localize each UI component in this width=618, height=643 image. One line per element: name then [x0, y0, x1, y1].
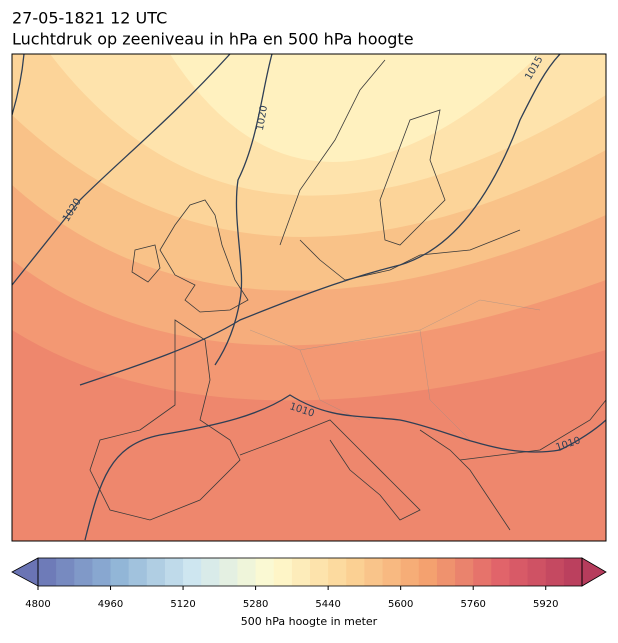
coastline: [279, 59, 446, 246]
colorbar-segment: [146, 558, 166, 586]
colorbar-segment: [328, 558, 347, 586]
title-date: 27-05-1821 12 UTC: [12, 9, 167, 28]
colorbar-segment: [128, 558, 148, 586]
colorbar-segment: [473, 558, 492, 586]
colorbar-segment: [310, 558, 329, 586]
colorbar-segment: [219, 558, 238, 586]
colorbar-segment: [436, 558, 456, 586]
colorbar: 4800 4960 5120 5280 5440 5600 5760 5920: [11, 557, 607, 610]
isobar: [214, 54, 273, 366]
colorbar-tick-label: 5440: [315, 599, 340, 610]
colorbar-extend-low: [11, 557, 39, 587]
isobar: [12, 54, 25, 116]
country-border: [249, 299, 541, 441]
colorbar-segment: [183, 558, 202, 586]
title-description: Luchtdruk op zeeniveau in hPa en 500 hPa…: [12, 30, 414, 49]
colorbar-tick-label: 5760: [460, 599, 485, 610]
height-band: [170, 54, 540, 162]
coastline: [299, 229, 521, 281]
colorbar-segment: [400, 558, 420, 586]
colorbar-tick-label: 4960: [98, 599, 123, 610]
colorbar-segment: [491, 558, 510, 586]
colorbar-segment: [237, 558, 257, 586]
colorbar-segment: [255, 558, 275, 586]
colorbar-segment: [382, 558, 402, 586]
isobar: [79, 54, 561, 386]
colorbar-segment: [527, 558, 547, 586]
colorbar-segment: [346, 558, 365, 586]
colorbar-segment: [201, 558, 220, 586]
colorbar-segment: [291, 558, 311, 586]
colorbar-segment: [545, 558, 565, 586]
colorbar-tick-label: 4800: [25, 599, 50, 610]
isobar: [12, 54, 231, 286]
colorbar-extend-high: [581, 557, 607, 587]
colorbar-segment: [56, 558, 75, 586]
colorbar-segment: [74, 558, 93, 586]
coastline: [239, 419, 421, 521]
coastline: [89, 319, 241, 521]
colorbar-segment: [364, 558, 384, 586]
colorbar-segment: [273, 558, 293, 586]
colorbar-segment: [164, 558, 184, 586]
isobar: [84, 394, 606, 541]
coastline: [131, 244, 161, 283]
colorbar-segment: [92, 558, 112, 586]
colorbar-tick-label: 5120: [170, 599, 195, 610]
colorbar-tick-label: 5920: [533, 599, 558, 610]
colorbar-segment: [455, 558, 474, 586]
colorbar-tick-label: 5600: [388, 599, 413, 610]
coastline: [419, 399, 606, 531]
colorbar-tick-label: 5280: [243, 599, 268, 610]
colorbar-segment: [38, 558, 57, 586]
colorbar-segment: [509, 558, 529, 586]
map-frame: [11, 53, 607, 542]
map: 1020 1020 1015 1010 1010: [11, 53, 607, 542]
colorbar-segment: [418, 558, 438, 586]
colorbar-frame: [37, 557, 583, 587]
colorbar-segment: [563, 558, 583, 586]
isobar-label: 1020: [255, 105, 270, 132]
colorbar-segment: [110, 558, 130, 586]
colorbar-label: 500 hPa hoogte in meter: [241, 615, 378, 628]
